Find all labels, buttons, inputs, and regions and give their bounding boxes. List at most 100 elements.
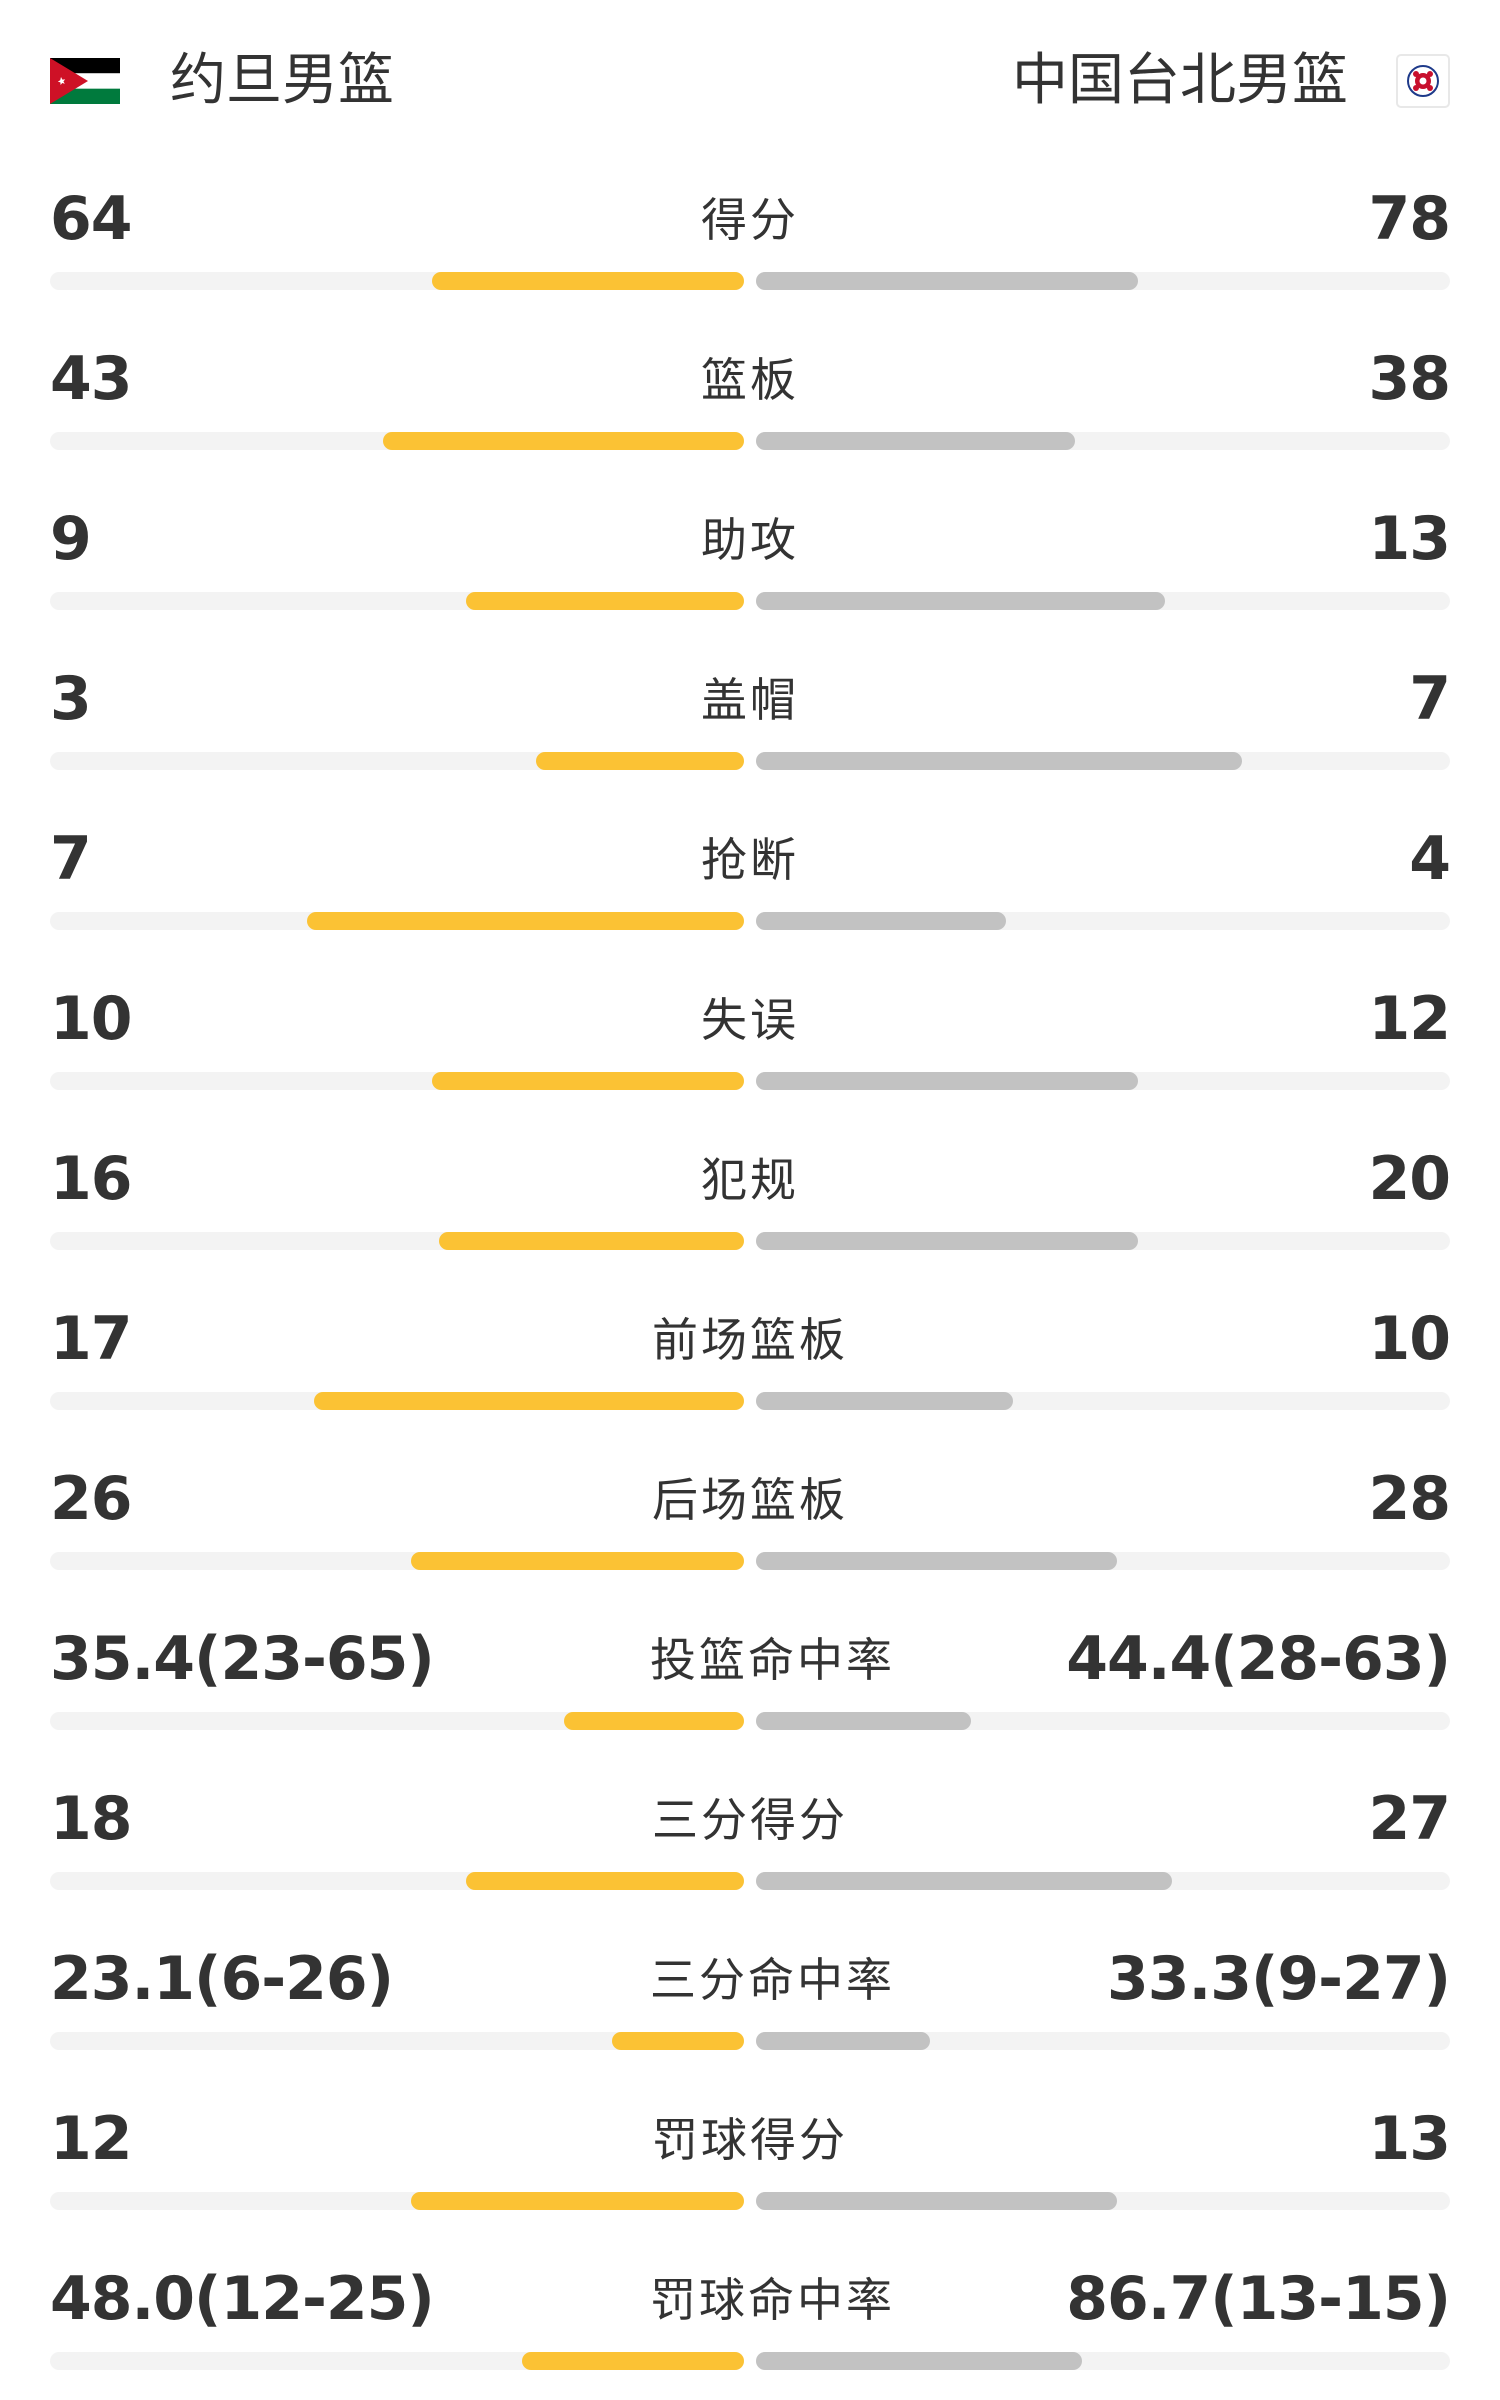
- home-stat-value: 43: [50, 344, 132, 414]
- stat-row: 9 助攻 13: [50, 480, 1451, 640]
- home-bar-fill: [307, 912, 744, 930]
- home-bar-track: [50, 432, 744, 450]
- chinese-taipei-flag-icon: [1396, 54, 1450, 108]
- home-bar-fill: [564, 1712, 744, 1730]
- stat-row: 18 三分得分 27: [50, 1760, 1451, 1920]
- home-bar-fill: [466, 1872, 744, 1890]
- stat-row: 64 得分 78: [50, 160, 1451, 320]
- away-bar-fill: [756, 1232, 1138, 1250]
- stat-row: 26 后场篮板 28: [50, 1440, 1451, 1600]
- home-stat-value: 16: [50, 1144, 132, 1214]
- home-bar-fill: [411, 2192, 744, 2210]
- stat-label: 助攻: [701, 513, 799, 567]
- stat-rows: 64 得分 78 43 篮板 38 9 助攻 13 3 盖帽 7 7 抢断 4 10 失误 12 16 犯规 20 17 前…: [50, 160, 1451, 2400]
- home-bar-track: [50, 272, 744, 290]
- home-stat-value: 48.0(12-25): [50, 2264, 435, 2334]
- home-stat-value: 9: [50, 504, 92, 574]
- home-bar-fill: [314, 1392, 744, 1410]
- home-bar-fill: [466, 592, 744, 610]
- home-bar-track: [50, 752, 744, 770]
- away-stat-value: 86.7(13-15): [1066, 2264, 1451, 2334]
- home-stat-value: 26: [50, 1464, 132, 1534]
- stat-label: 得分: [701, 193, 799, 247]
- stat-row: 43 篮板 38: [50, 320, 1451, 480]
- jordan-flag-icon: [50, 58, 120, 104]
- away-team[interactable]: 中国台北男篮: [1012, 36, 1450, 126]
- stat-label: 投篮命中率: [650, 1633, 895, 1687]
- home-stat-value: 18: [50, 1784, 132, 1854]
- home-bar-track: [50, 1552, 744, 1570]
- stat-label: 前场篮板: [652, 1313, 848, 1367]
- home-bar-fill: [536, 752, 744, 770]
- away-stat-value: 38: [1368, 344, 1451, 414]
- home-bar-track: [50, 592, 744, 610]
- home-stat-value: 12: [50, 2104, 132, 2174]
- away-stat-value: 33.3(9-27): [1106, 1944, 1451, 2014]
- away-bar-fill: [756, 2192, 1117, 2210]
- away-team-name: 中国台北男篮: [1012, 48, 1348, 113]
- away-bar-track: [756, 432, 1450, 450]
- away-stat-value: 27: [1368, 1784, 1451, 1854]
- away-bar-track: [756, 912, 1450, 930]
- stat-row: 48.0(12-25) 罚球命中率 86.7(13-15): [50, 2240, 1451, 2400]
- away-bar-fill: [756, 912, 1006, 930]
- stat-row: 17 前场篮板 10: [50, 1280, 1451, 1440]
- away-bar-track: [756, 1072, 1450, 1090]
- away-bar-track: [756, 2352, 1450, 2370]
- home-bar-fill: [383, 432, 744, 450]
- away-bar-track: [756, 272, 1450, 290]
- away-bar-fill: [756, 1552, 1117, 1570]
- away-stat-value: 28: [1368, 1464, 1451, 1534]
- away-bar-track: [756, 2032, 1450, 2050]
- away-bar-fill: [756, 1712, 971, 1730]
- home-bar-track: [50, 1072, 744, 1090]
- home-bar-track: [50, 1392, 744, 1410]
- home-bar-track: [50, 2192, 744, 2210]
- away-bar-fill: [756, 272, 1138, 290]
- stat-row: 12 罚球得分 13: [50, 2080, 1451, 2240]
- away-stat-value: 44.4(28-63): [1066, 1624, 1451, 1694]
- stat-label: 三分得分: [652, 1793, 848, 1847]
- home-bar-track: [50, 2032, 744, 2050]
- stat-label: 失误: [701, 993, 799, 1047]
- away-bar-track: [756, 1872, 1450, 1890]
- home-stat-value: 35.4(23-65): [50, 1624, 435, 1694]
- home-team-name: 约旦男篮: [170, 48, 394, 113]
- home-team[interactable]: 约旦男篮: [50, 36, 394, 126]
- home-bar-fill: [432, 272, 744, 290]
- stat-label: 盖帽: [701, 673, 799, 727]
- home-bar-fill: [439, 1232, 744, 1250]
- away-stat-value: 12: [1368, 984, 1451, 1054]
- stat-row: 16 犯规 20: [50, 1120, 1451, 1280]
- home-bar-track: [50, 2352, 744, 2370]
- away-bar-fill: [756, 1392, 1013, 1410]
- stat-label: 犯规: [701, 1153, 799, 1207]
- away-bar-fill: [756, 1072, 1138, 1090]
- home-bar-track: [50, 1232, 744, 1250]
- home-bar-track: [50, 1872, 744, 1890]
- stat-row: 10 失误 12: [50, 960, 1451, 1120]
- stat-label: 篮板: [701, 353, 799, 407]
- away-stat-value: 10: [1368, 1304, 1451, 1374]
- home-bar-fill: [432, 1072, 744, 1090]
- away-stat-value: 4: [1409, 824, 1451, 894]
- home-stat-value: 64: [50, 184, 132, 254]
- away-stat-value: 13: [1368, 2104, 1451, 2174]
- away-bar-fill: [756, 2032, 930, 2050]
- away-stat-value: 78: [1368, 184, 1451, 254]
- stat-label: 罚球得分: [652, 2113, 848, 2167]
- home-bar-fill: [411, 1552, 744, 1570]
- away-stat-value: 20: [1368, 1144, 1451, 1214]
- away-bar-track: [756, 1552, 1450, 1570]
- away-bar-fill: [756, 432, 1075, 450]
- away-bar-fill: [756, 2352, 1082, 2370]
- stat-row: 3 盖帽 7: [50, 640, 1451, 800]
- home-bar-fill: [612, 2032, 744, 2050]
- away-bar-track: [756, 1712, 1450, 1730]
- stat-label: 罚球命中率: [650, 2273, 895, 2327]
- home-stat-value: 23.1(6-26): [50, 1944, 394, 2014]
- away-stat-value: 13: [1368, 504, 1451, 574]
- home-stat-value: 10: [50, 984, 132, 1054]
- stat-row: 7 抢断 4: [50, 800, 1451, 960]
